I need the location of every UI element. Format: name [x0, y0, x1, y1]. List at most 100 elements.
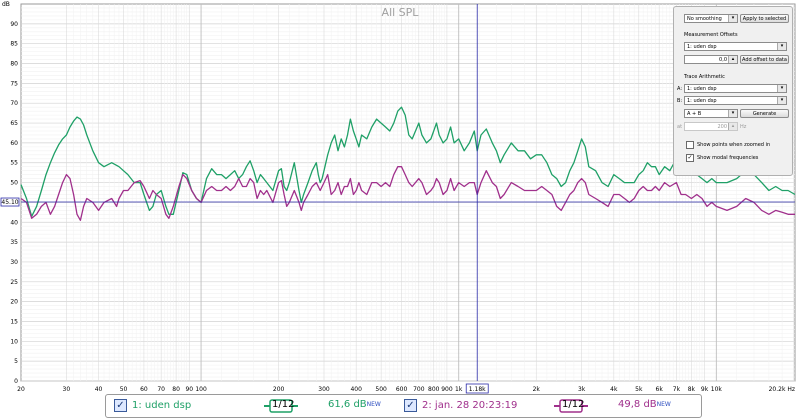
spinner-icon[interactable]: ▴	[728, 123, 737, 130]
x-tick-label: 60	[140, 386, 148, 393]
x-axis-ticks: 20 30 40 50 60 70 80 90 100 200 300 400 500 600 700 800…	[17, 386, 795, 393]
x-tick-label: 1k	[455, 386, 463, 393]
cursor-y-label: 45.10	[1, 199, 18, 206]
smoothing-select[interactable]: No smoothing ▾	[684, 14, 738, 23]
plot-area	[20, 3, 796, 382]
x-tick-label: 9k	[701, 386, 709, 393]
y-tick-label: 0	[14, 378, 18, 385]
y-tick-label: 65	[10, 120, 18, 127]
y-tick-label: 10	[10, 338, 18, 345]
chevron-down-icon[interactable]: ▾	[777, 97, 786, 104]
y-tick-label: 20	[10, 299, 18, 306]
cursor-x-box	[465, 383, 489, 394]
x-tick-label: 30	[63, 386, 71, 393]
legend-smoothing-value-1: 1/12	[272, 399, 295, 410]
trace-b-select[interactable]: 1: uden dsp ▾	[684, 96, 787, 105]
x-tick-label: 700	[413, 386, 425, 393]
x-tick-label: 6k	[656, 386, 664, 393]
x-tick-label: 7k	[673, 386, 681, 393]
apply-to-selected-button[interactable]: Apply to selected	[740, 14, 789, 23]
x-tick-label: 800	[428, 386, 440, 393]
chevron-down-icon[interactable]: ▾	[728, 15, 737, 22]
y-tick-label: 25	[10, 279, 18, 286]
a-label: A:	[677, 85, 683, 92]
y-tick-label: 90	[10, 21, 18, 28]
legend-level-value-2: 49,8 dB	[618, 399, 657, 410]
trace-arithmetic-title: Trace Arithmetic	[684, 74, 725, 80]
y-tick-label: 40	[10, 219, 18, 226]
legend-checkbox-1[interactable]: ✓	[114, 399, 127, 412]
smoothing-icon	[264, 399, 298, 413]
x-tick-label: 4k	[610, 386, 618, 393]
legend-badge-1: NEW	[366, 401, 381, 408]
y-tick-label: 60	[10, 140, 18, 147]
legend-smoothing-1[interactable]: 1/12	[264, 399, 298, 413]
legend-name-2: 2: jan. 28 20:23:19	[422, 400, 518, 411]
x-tick-label: 20	[17, 386, 25, 393]
x-tick-label: 400	[350, 386, 362, 393]
x-tick-label: 600	[396, 386, 408, 393]
y-tick-label: 5	[14, 358, 18, 365]
smoothing-icon	[554, 399, 588, 413]
legend-level-value-1: 61,6 dB	[328, 399, 367, 410]
offset-measurement-value: 1: uden dsp	[687, 43, 717, 50]
legend-smoothing-value-2: 1/12	[562, 399, 585, 410]
offset-value-field[interactable]: 0,0 ▴	[684, 55, 738, 64]
y-tick-label: 15	[10, 318, 18, 325]
x-tick-label: 900	[441, 386, 453, 393]
chart-cursor[interactable]: 1.18k 45.10	[0, 4, 795, 394]
spinner-icon[interactable]: ▴	[728, 56, 737, 63]
x-tick-label: 8k	[688, 386, 696, 393]
show-points-checkbox[interactable]	[686, 141, 694, 149]
x-tick-label: 90	[185, 386, 193, 393]
frequency-value: 200	[717, 123, 727, 130]
y-tick-label: 70	[10, 100, 18, 107]
trace-b-value: 1: uden dsp	[687, 97, 717, 104]
control-panel: No smoothing ▾ Apply to selected Measurem…	[673, 6, 793, 176]
operation-value: A + B	[687, 110, 702, 117]
frequency-field[interactable]: 200 ▴	[684, 122, 738, 131]
legend-smoothing-2[interactable]: 1/12	[554, 399, 588, 413]
x-tick-label: 2k	[533, 386, 541, 393]
chart-title: All SPL	[382, 6, 420, 19]
add-offset-button[interactable]: Add offset to data	[740, 55, 789, 64]
show-points-label: Show points when zoomed in	[697, 142, 771, 148]
operation-select[interactable]: A + B ▾	[684, 109, 738, 118]
frequency-unit: Hz	[740, 123, 747, 130]
y-tick-label: 85	[10, 41, 18, 48]
y-tick-label: 50	[10, 180, 18, 187]
chevron-down-icon[interactable]: ▾	[777, 43, 786, 50]
legend-name-1: 1: uden dsp	[132, 400, 192, 411]
x-tick-label: 3k	[578, 386, 586, 393]
y-axis-label: dB	[2, 1, 10, 8]
series-line-1	[20, 106, 796, 217]
chevron-down-icon[interactable]: ▾	[777, 85, 786, 92]
x-tick-label: 300	[318, 386, 330, 393]
y-tick-label: 30	[10, 259, 18, 266]
legend-item-2[interactable]: ✓ 2: jan. 28 20:23:19	[404, 399, 517, 412]
x-tick-label: 500	[375, 386, 387, 393]
show-modal-checkbox[interactable]: ✓	[686, 154, 694, 162]
legend-item-1[interactable]: ✓ 1: uden dsp	[114, 399, 191, 412]
legend-badge-2: NEW	[656, 401, 671, 408]
x-tick-label: 100	[195, 386, 207, 393]
y-tick-label: 80	[10, 61, 18, 68]
legend-checkbox-2[interactable]: ✓	[404, 399, 417, 412]
x-tick-label: 10k	[711, 386, 723, 393]
smoothing-value: No smoothing	[687, 15, 722, 22]
trace-a-select[interactable]: 1: uden dsp ▾	[684, 84, 787, 93]
cursor-y-box	[0, 197, 20, 207]
legend-level-2: 49,8 dB NEW	[618, 399, 671, 410]
measurement-offsets-title: Measurement Offsets	[684, 32, 738, 38]
x-tick-label: 70	[157, 386, 165, 393]
y-tick-label: 75	[10, 80, 18, 87]
offset-measurement-select[interactable]: 1: uden dsp ▾	[684, 42, 787, 51]
chevron-down-icon[interactable]: ▾	[728, 110, 737, 117]
x-tick-label: 5k	[635, 386, 643, 393]
x-tick-label: 200	[273, 386, 285, 393]
legend-bar: ✓ 1: uden dsp 1/12 61,6 dB NEW ✓ 2: jan. …	[105, 394, 702, 418]
generate-button[interactable]: Generate	[740, 109, 789, 118]
show-modal-label: Show modal frequencies	[697, 155, 759, 161]
frequency-prefix: at	[677, 123, 683, 130]
